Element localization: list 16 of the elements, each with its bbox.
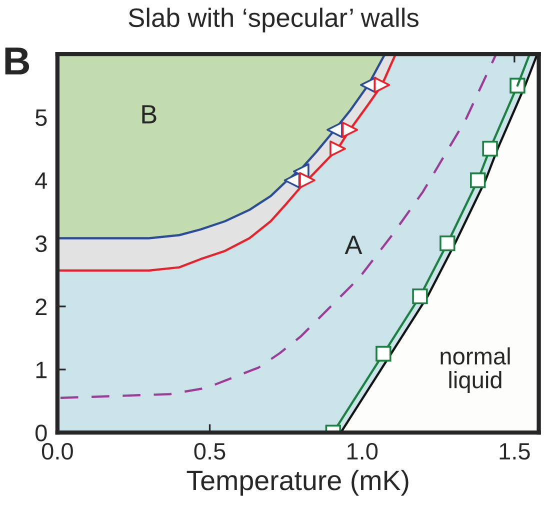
chart-title: Slab with ‘specular’ walls <box>128 8 418 32</box>
y-tick-label: 4 <box>35 172 48 189</box>
y-tick-label: 3 <box>35 235 47 252</box>
annotation: normal liquid <box>440 347 510 394</box>
y-tick-label: 0 <box>36 424 47 442</box>
x-axis-title: Temperature (mK) <box>186 470 408 496</box>
x-tick-label: 1.0 <box>347 442 378 460</box>
annotation: B <box>142 105 156 124</box>
y-tick-label: 5 <box>36 109 47 126</box>
y-tick-label: 1 <box>36 362 47 378</box>
x-tick-label: 0.0 <box>42 442 73 460</box>
y-tick-label: 2 <box>36 298 47 315</box>
x-tick-label: 1.5 <box>500 443 530 460</box>
annotation: A <box>344 236 362 254</box>
text: B <box>5 48 30 74</box>
x-tick-label: 0.5 <box>194 442 226 460</box>
